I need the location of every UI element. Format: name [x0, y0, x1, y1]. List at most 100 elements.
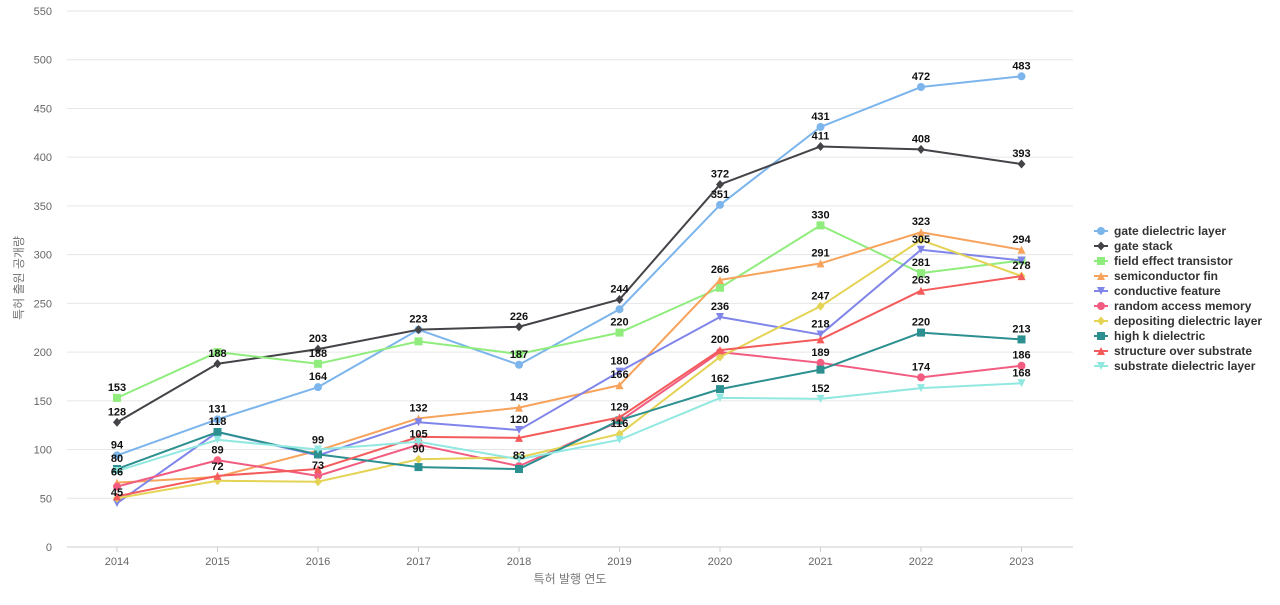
- legend-item: field effect transistor: [1094, 254, 1233, 268]
- data-point: [414, 437, 423, 446]
- axes: 특허 발행 연도 특허 출원 공개량 0 50 100 150 200 250 300 350…: [12, 6, 1034, 586]
- legend-marker: [1097, 316, 1105, 326]
- data-label: 66: [111, 467, 123, 479]
- legend-item: semiconductor fin: [1094, 269, 1218, 283]
- data-point: [716, 179, 724, 189]
- data-point: [615, 367, 624, 376]
- data-point: [816, 335, 825, 344]
- data-label: 203: [309, 333, 327, 345]
- data-label: 323: [912, 216, 930, 228]
- data-point: [113, 482, 121, 491]
- legend-item: structure over substrate: [1094, 344, 1252, 358]
- legend-marker: [1097, 302, 1105, 310]
- data-point: [917, 245, 925, 254]
- data-point: [615, 294, 624, 304]
- data-point: [314, 383, 322, 392]
- x-tick-label: 2014: [105, 556, 129, 568]
- legend-item: random access memory: [1094, 299, 1252, 313]
- data-label: 372: [711, 168, 729, 180]
- data-point: [113, 393, 121, 402]
- series-lines: [113, 72, 1026, 508]
- data-point: [917, 144, 925, 154]
- data-point: [414, 337, 423, 346]
- data-label: 393: [1012, 148, 1030, 160]
- data-point: [816, 301, 825, 311]
- y-axis-title: 특허 출원 공개량: [12, 236, 26, 320]
- x-tick-label: 2020: [708, 556, 732, 568]
- data-label: 278: [1012, 260, 1030, 272]
- data-point: [816, 221, 825, 230]
- legend-label: gate dielectric layer: [1114, 224, 1226, 238]
- data-point: [515, 322, 523, 332]
- data-label: 83: [513, 450, 525, 462]
- y-tick-label: 500: [34, 55, 52, 67]
- data-point: [917, 286, 925, 295]
- legend-item: gate stack: [1094, 239, 1173, 253]
- data-label: 351: [711, 189, 729, 201]
- data-label: 213: [1012, 323, 1030, 335]
- legend-marker: [1097, 287, 1105, 295]
- y-tick-label: 400: [34, 152, 52, 164]
- legend-marker: [1097, 272, 1105, 280]
- x-tick-label: 2022: [909, 556, 933, 568]
- data-point: [1017, 245, 1026, 254]
- data-point: [414, 325, 423, 335]
- data-point: [816, 141, 825, 151]
- legend-marker: [1097, 227, 1105, 235]
- data-label: 294: [1012, 234, 1031, 246]
- x-tick-label: 2019: [607, 556, 631, 568]
- data-point: [615, 328, 624, 337]
- data-point: [314, 477, 322, 487]
- data-label: 281: [912, 257, 930, 269]
- legend-marker: [1097, 257, 1105, 265]
- data-label: 472: [912, 71, 930, 83]
- data-point: [213, 359, 222, 369]
- legend-item: gate dielectric layer: [1094, 224, 1226, 238]
- data-point: [113, 417, 121, 427]
- data-label: 188: [208, 348, 226, 360]
- data-label: 200: [711, 334, 729, 346]
- data-point: [716, 313, 724, 322]
- data-point: [515, 403, 523, 412]
- data-point: [515, 426, 523, 435]
- data-label: 131: [208, 403, 226, 415]
- data-point: [515, 360, 523, 369]
- data-point: [716, 200, 724, 209]
- data-label: 247: [811, 290, 829, 302]
- data-point: [917, 269, 925, 278]
- data-label: 408: [912, 133, 930, 145]
- data-point: [917, 228, 925, 237]
- data-point: [716, 275, 724, 284]
- data-point: [213, 415, 222, 424]
- series-semiconductor-fin: [113, 228, 1026, 487]
- data-point: [917, 373, 925, 382]
- series-substrate-dielectric-layer: [113, 379, 1026, 475]
- series-line: [116, 231, 1022, 484]
- data-label: 105: [409, 429, 427, 441]
- data-label: 120: [510, 414, 528, 426]
- data-point: [917, 235, 925, 245]
- data-label: 116: [611, 418, 629, 430]
- data-point: [113, 499, 121, 508]
- data-point: [314, 445, 322, 454]
- x-tick-label: 2023: [1009, 556, 1033, 568]
- legend-label: substrate dielectric layer: [1114, 359, 1256, 373]
- series-line: [116, 275, 1022, 498]
- series-line: [116, 224, 1022, 399]
- data-point: [414, 454, 423, 464]
- legend-item: conductive feature: [1094, 284, 1221, 298]
- y-tick-label: 550: [34, 6, 52, 18]
- data-label: 90: [412, 443, 424, 455]
- data-point: [515, 465, 523, 474]
- series-line: [116, 331, 1022, 471]
- legend-label: high k dielectric: [1114, 329, 1206, 343]
- data-label: 174: [912, 361, 931, 373]
- data-point: [314, 344, 322, 354]
- data-point: [213, 471, 222, 480]
- legend-marker: [1097, 362, 1105, 370]
- x-tick-label: 2018: [507, 556, 531, 568]
- data-point: [113, 466, 121, 475]
- legend-label: depositing dielectric layer: [1114, 314, 1262, 328]
- data-point: [615, 413, 624, 422]
